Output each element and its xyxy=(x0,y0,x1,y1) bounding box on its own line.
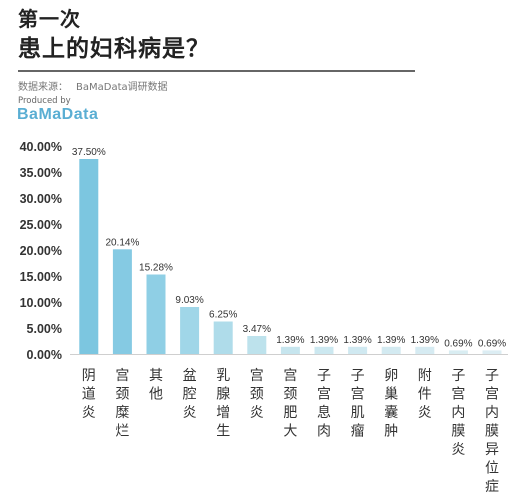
x-category-label: 宫 xyxy=(115,368,129,384)
bar xyxy=(79,159,99,354)
x-category-label-char: 颈 xyxy=(283,387,297,403)
x-category-label-char: 膜 xyxy=(485,424,499,440)
x-category-label: 卵 xyxy=(384,368,398,384)
x-category-label-char: 腺 xyxy=(216,387,230,403)
x-category-label-char: 宫 xyxy=(351,387,365,403)
bar xyxy=(213,321,233,354)
data-label: 1.39% xyxy=(411,335,439,346)
x-category-label: 其 xyxy=(149,368,163,384)
bar xyxy=(448,350,468,354)
x-category-label-char: 肉 xyxy=(317,424,331,440)
x-category-label-char: 他 xyxy=(149,387,163,403)
x-category-label-char: 内 xyxy=(485,405,499,421)
bar xyxy=(415,346,435,354)
data-label: 1.39% xyxy=(343,335,371,346)
data-label: 0.69% xyxy=(478,338,506,349)
x-category-label: 乳 xyxy=(216,368,230,384)
x-category-label-char: 症 xyxy=(485,479,499,495)
x-category-label-char: 膜 xyxy=(451,424,465,440)
bar xyxy=(381,346,401,354)
x-category-label: 子 xyxy=(351,368,365,384)
x-category-label-char: 炎 xyxy=(451,442,465,458)
data-source: 数据来源： BaMaData调研数据 xyxy=(18,78,176,93)
x-category-label-char: 炎 xyxy=(418,405,432,421)
bar xyxy=(180,307,200,354)
data-label: 15.28% xyxy=(139,263,173,274)
produced-by-text: Produced by xyxy=(18,96,71,106)
y-tick-label: 25.00% xyxy=(20,218,62,232)
x-category-label: 子 xyxy=(317,368,331,384)
x-category-label-char: 烂 xyxy=(115,424,129,440)
x-category-label: 子 xyxy=(485,368,499,384)
x-category-label-char: 瘤 xyxy=(351,423,365,440)
data-label: 6.25% xyxy=(209,310,237,321)
x-category-label-char: 异 xyxy=(485,442,499,458)
x-category-label-char: 位 xyxy=(485,461,499,477)
x-category-label: 附 xyxy=(418,368,432,384)
x-category-label-char: 肥 xyxy=(283,405,297,421)
x-category-label-char: 囊 xyxy=(384,404,398,421)
data-label: 20.14% xyxy=(105,237,139,248)
x-category-label-char: 宫 xyxy=(451,387,465,403)
chart-title-line1: 第一次 xyxy=(18,7,81,31)
x-category-label-char: 生 xyxy=(216,424,230,440)
chart-title: 患上的妇科病是？ xyxy=(18,35,210,62)
data-label: 9.03% xyxy=(175,295,203,306)
source-value: BaMaData调研数据 xyxy=(76,82,168,93)
title-divider xyxy=(18,70,415,72)
y-tick-label: 20.00% xyxy=(20,244,62,258)
x-category-label: 子 xyxy=(451,368,465,384)
x-category-label-char: 颈 xyxy=(115,387,129,403)
x-category-label-char: 巢 xyxy=(384,387,398,403)
y-tick-label: 5.00% xyxy=(27,322,62,336)
x-category-label-char: 宫 xyxy=(485,387,499,403)
data-label: 3.47% xyxy=(243,324,271,335)
y-tick-label: 40.00% xyxy=(20,140,62,154)
data-label: 1.39% xyxy=(377,335,405,346)
bar xyxy=(482,350,502,354)
y-tick-label: 35.00% xyxy=(20,166,62,180)
x-category-label-char: 道 xyxy=(82,387,96,403)
x-category-label-char: 宫 xyxy=(317,387,331,403)
bar xyxy=(112,249,132,354)
x-category-label-char: 炎 xyxy=(82,405,96,421)
x-category-label: 宫 xyxy=(250,368,264,384)
x-category-label: 阴 xyxy=(82,368,96,384)
x-category-label-char: 内 xyxy=(451,405,465,421)
bar xyxy=(146,274,166,354)
bar xyxy=(348,346,368,354)
source-label: 数据来源： xyxy=(18,82,68,93)
bar xyxy=(247,336,267,354)
x-category-label-char: 件 xyxy=(418,387,432,403)
y-tick-label: 15.00% xyxy=(20,270,62,284)
x-category-label-char: 炎 xyxy=(183,405,197,421)
chart-header: 第一次 患上的妇科病是？ xyxy=(18,6,210,66)
x-category-label-char: 炎 xyxy=(250,405,264,421)
x-category-label-char: 肌 xyxy=(351,405,365,421)
data-label: 0.69% xyxy=(444,338,472,349)
x-category-label-char: 增 xyxy=(216,405,230,421)
y-tick-label: 30.00% xyxy=(20,192,62,206)
data-label: 1.39% xyxy=(310,335,338,346)
x-category-label-char: 息 xyxy=(317,404,331,421)
data-label: 37.50% xyxy=(72,147,106,158)
bar xyxy=(280,346,300,354)
y-tick-label: 0.00% xyxy=(27,348,62,362)
x-category-label-char: 颈 xyxy=(250,387,264,403)
bar xyxy=(314,346,334,354)
x-category-label-char: 糜 xyxy=(115,404,129,421)
y-tick-label: 10.00% xyxy=(20,296,62,310)
data-label: 1.39% xyxy=(276,335,304,346)
x-category-label: 宫 xyxy=(283,368,297,384)
brand-logo: BaMaData xyxy=(17,106,99,123)
x-category-label-char: 肿 xyxy=(384,424,398,440)
x-category-label: 盆 xyxy=(183,368,197,384)
x-category-label-char: 大 xyxy=(283,424,297,440)
x-category-label-char: 腔 xyxy=(183,387,197,403)
